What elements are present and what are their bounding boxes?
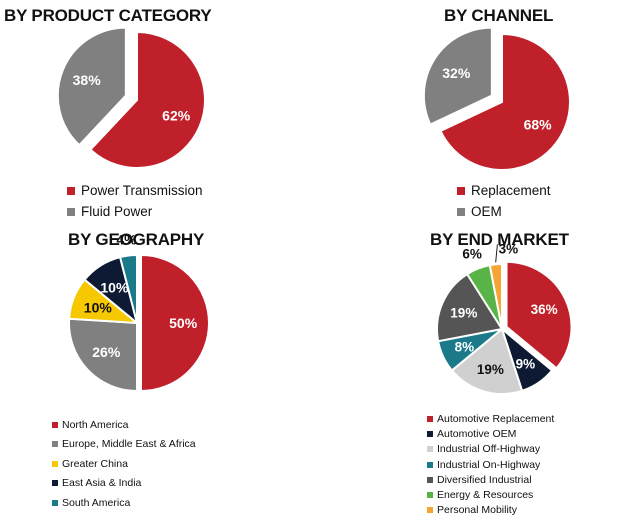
legend-label: Industrial On-Highway <box>437 458 541 471</box>
legend-label: Europe, Middle East & Africa <box>62 438 196 451</box>
legend-swatch <box>427 430 433 437</box>
data-label-north-america: 50% <box>169 315 198 331</box>
legend-label: East Asia & India <box>62 477 142 490</box>
pie-slice-industrial-off-highway <box>450 327 524 395</box>
legend-item-greater-china: Greater China <box>52 454 196 474</box>
legend-item-diversified-industrial: Diversified Industrial <box>427 472 554 487</box>
legend-item-industrial-on-highway: Industrial On-Highway <box>427 457 554 472</box>
pie-chart-geography: 50% 26% 10% 10% 4% <box>68 232 210 393</box>
legend-item-energy-and-resources: Energy & Resources <box>427 487 554 502</box>
pie-slice-personal-mobility <box>488 262 503 330</box>
pie-slice-north-america <box>140 253 210 393</box>
pie-slice-diversified-industrial <box>436 272 504 343</box>
pie-chart-product-category: 62% 38% <box>56 26 206 169</box>
legend-item-east-asia-and-india: East Asia & India <box>52 474 196 494</box>
legend-item-automotive-replacement: Automotive Replacement <box>427 411 554 426</box>
legend-swatch <box>427 476 433 483</box>
legend-label: Power Transmission <box>81 183 203 198</box>
legend-item-automotive-oem: Automotive OEM <box>427 426 554 441</box>
legend-label: Automotive Replacement <box>437 412 555 425</box>
chart-title-end-market: BY END MARKET <box>430 230 569 249</box>
data-label-east-asia-and-india: 10% <box>100 279 129 295</box>
legend-swatch <box>427 446 433 453</box>
legend-end-market: Automotive Replacement Automotive OEM Indu… <box>427 411 554 518</box>
legend-item-north-america: North America <box>52 415 196 435</box>
legend-swatch <box>427 492 433 499</box>
data-label-industrial-off-highway: 19% <box>477 362 504 377</box>
legend-item-power-transmission: Power Transmission <box>67 180 203 201</box>
legend-swatch <box>427 415 433 422</box>
legend-item-personal-mobility: Personal Mobility <box>427 503 554 518</box>
data-label-energy-and-resources: 6% <box>462 247 482 262</box>
data-label-replacement: 68% <box>524 117 553 133</box>
legend-label: Automotive OEM <box>437 427 517 440</box>
legend-swatch <box>427 507 433 514</box>
chart-title-geography: BY GEOGRAPHY <box>68 230 205 249</box>
pie-chart-channel: 68% 32% <box>422 26 571 171</box>
pie-slice-oem <box>422 26 493 126</box>
legend-geography: North America Europe, Middle East & Afric… <box>52 415 196 513</box>
legend-label: Energy & Resources <box>437 489 534 502</box>
leader-line-personal-mobility <box>495 244 498 263</box>
legend-item-oem: OEM <box>457 201 551 222</box>
data-label-automotive-replacement: 36% <box>531 302 558 317</box>
legend-label: OEM <box>471 204 502 219</box>
legend-label: Personal Mobility <box>437 504 517 517</box>
legend-product-category: Power Transmission Fluid Power <box>67 180 203 222</box>
legend-label: Fluid Power <box>81 204 153 219</box>
pie-slice-fluid-power <box>56 26 127 147</box>
legend-item-industrial-off-highway: Industrial Off-Highway <box>427 442 554 457</box>
legend-swatch <box>52 499 58 506</box>
legend-label: Diversified Industrial <box>437 473 532 486</box>
pie-slice-replacement <box>439 32 571 171</box>
legend-item-fluid-power: Fluid Power <box>67 201 203 222</box>
legend-swatch <box>52 421 58 428</box>
legend-channel: Replacement OEM <box>457 180 551 222</box>
legend-label: Industrial Off-Highway <box>437 443 541 456</box>
data-label-automotive-oem: 9% <box>516 356 536 371</box>
data-label-diversified-industrial: 19% <box>450 305 477 320</box>
legend-swatch <box>52 480 58 487</box>
data-label-fluid-power: 38% <box>73 72 102 88</box>
pie-slice-power-transmission <box>89 30 206 169</box>
legend-swatch <box>427 461 433 468</box>
legend-swatch <box>52 460 58 467</box>
data-label-oem: 32% <box>442 65 471 81</box>
chart-title-channel: BY CHANNEL <box>444 6 554 25</box>
data-label-south-america: 4% <box>116 232 137 248</box>
legend-label: North America <box>62 418 129 431</box>
legend-swatch <box>52 441 58 448</box>
legend-label: South America <box>62 496 131 509</box>
data-label-industrial-on-highway: 8% <box>455 340 475 355</box>
pie-slice-automotive-replacement <box>505 260 573 370</box>
legend-swatch <box>457 186 465 195</box>
pie-chart-end-market: 36%9%19%8%19%6% 3% <box>436 241 573 395</box>
legend-item-replacement: Replacement <box>457 180 551 201</box>
legend-swatch <box>67 186 75 195</box>
pie-slice-south-america <box>118 253 138 324</box>
data-label-personal-mobility: 3% <box>499 241 519 256</box>
pie-slice-europe-middle-east-and-africa <box>68 317 138 393</box>
legend-swatch <box>67 207 75 216</box>
legend-item-europe-middle-east-and-africa: Europe, Middle East & Africa <box>52 435 196 455</box>
legend-label: Replacement <box>471 183 551 198</box>
legend-label: Greater China <box>62 457 128 470</box>
chart-title-product-category: BY PRODUCT CATEGORY <box>4 6 212 25</box>
legend-swatch <box>457 207 465 216</box>
legend-item-south-america: South America <box>52 493 196 513</box>
data-label-power-transmission: 62% <box>162 108 191 124</box>
data-label-europe-middle-east-and-africa: 26% <box>92 344 121 360</box>
data-label-greater-china: 10% <box>84 299 113 315</box>
